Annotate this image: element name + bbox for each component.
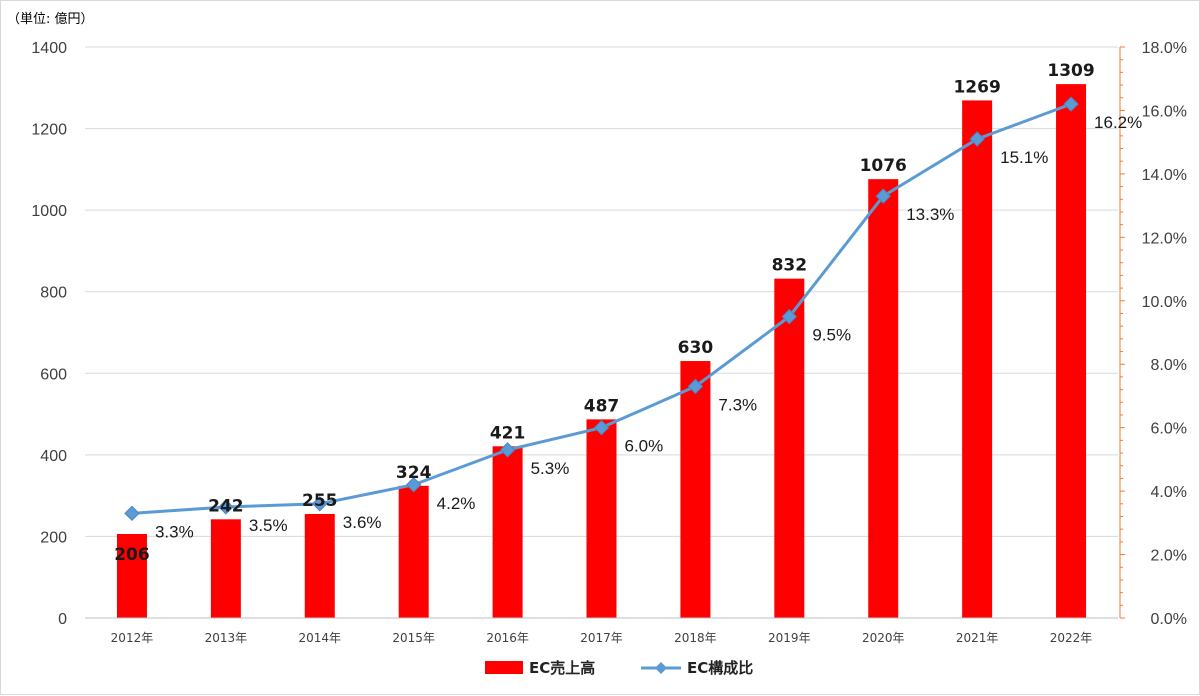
line-value-label: 5.3% — [531, 459, 570, 478]
bar — [868, 179, 899, 618]
bar-value-label: 206 — [114, 545, 150, 565]
line-point — [499, 442, 516, 458]
y-right-tick-label: 14.0% — [1142, 167, 1187, 184]
y-right-tick-label: 16.0% — [1142, 103, 1187, 120]
y-right-tick-label: 12.0% — [1142, 230, 1187, 247]
y-right-tick-label: 18.0% — [1142, 40, 1187, 57]
y-left-tick-label: 400 — [40, 448, 67, 465]
bar-value-label: 1269 — [953, 77, 1000, 97]
y-left-tick-label: 800 — [40, 285, 67, 302]
bar — [586, 419, 617, 618]
y-left-tick-label: 200 — [40, 529, 67, 546]
bar-value-label: 1076 — [860, 156, 907, 176]
line-point — [781, 308, 798, 325]
bar — [962, 100, 993, 619]
bar-value-label: 255 — [302, 491, 338, 511]
y-left-tick-label: 600 — [40, 366, 67, 383]
line-point — [875, 188, 891, 204]
line-point — [124, 505, 140, 522]
y-right-tick-label: 6.0% — [1151, 421, 1187, 438]
x-tick-label: 2015年 — [392, 631, 435, 645]
bar-value-label: 324 — [396, 463, 432, 483]
bar-value-label: 421 — [490, 423, 526, 443]
bar-value-label: 630 — [678, 338, 714, 358]
bar — [1056, 84, 1087, 619]
legend: EC売上高 EC構成比 — [485, 659, 753, 677]
line-value-label: 9.5% — [812, 326, 851, 345]
y-right-tick-label: 10.0% — [1142, 294, 1187, 311]
line-value-label: 3.5% — [249, 516, 288, 535]
line-value-label: 4.2% — [437, 494, 476, 513]
x-tick-label: 2022年 — [1050, 631, 1093, 645]
line-point — [218, 499, 234, 515]
line-point — [687, 378, 704, 395]
legend-swatch-bar — [485, 661, 523, 674]
bar-value-label: 832 — [772, 256, 808, 276]
y-right-tick-label: 0.0% — [1151, 611, 1187, 628]
y-right-tick-label: 2.0% — [1151, 548, 1187, 565]
line-point — [969, 131, 985, 147]
line-point — [312, 496, 328, 512]
bar — [774, 278, 805, 618]
x-tick-label: 2018年 — [674, 631, 717, 645]
line-value-label: 6.0% — [625, 437, 664, 456]
bar — [210, 519, 241, 618]
y-left-tick-label: 1200 — [31, 122, 67, 139]
line-value-label: 7.3% — [718, 395, 757, 414]
x-tick-label: 2014年 — [298, 631, 341, 645]
y-left-tick-label: 0 — [58, 611, 67, 628]
line-point — [593, 419, 610, 436]
legend-label-bar: EC売上高 — [529, 659, 595, 677]
bar — [398, 485, 429, 618]
line-point — [1063, 96, 1079, 112]
x-tick-label: 2012年 — [111, 631, 154, 645]
line-value-label: 3.3% — [155, 522, 194, 541]
line-value-label: 3.6% — [343, 513, 382, 532]
line-point — [405, 477, 422, 493]
y-right-tick-label: 4.0% — [1151, 484, 1187, 501]
x-tick-label: 2020年 — [862, 631, 905, 645]
x-tick-label: 2019年 — [768, 631, 811, 645]
y-left-tick-label: 1000 — [31, 203, 67, 220]
x-tick-label: 2013年 — [205, 631, 248, 645]
y-right-tick-label: 8.0% — [1151, 357, 1187, 374]
bar — [116, 533, 147, 618]
y-left-tick-label: 1400 — [31, 40, 67, 57]
unit-label: （単位: 億円） — [7, 11, 94, 27]
bar — [492, 446, 523, 618]
line-value-label: 15.1% — [1000, 148, 1048, 167]
bar-value-label: 242 — [208, 496, 244, 516]
line-value-label: 16.2% — [1094, 113, 1142, 132]
bar-value-label: 1309 — [1047, 61, 1094, 81]
bar — [680, 361, 711, 618]
x-tick-label: 2021年 — [956, 631, 999, 645]
bar-value-label: 487 — [584, 396, 620, 416]
line-value-label: 13.3% — [906, 205, 954, 224]
bar — [304, 513, 335, 618]
legend-marker-line — [655, 662, 667, 674]
legend-label-line: EC構成比 — [687, 659, 753, 677]
x-tick-label: 2017年 — [580, 631, 623, 645]
x-tick-label: 2016年 — [486, 631, 529, 645]
